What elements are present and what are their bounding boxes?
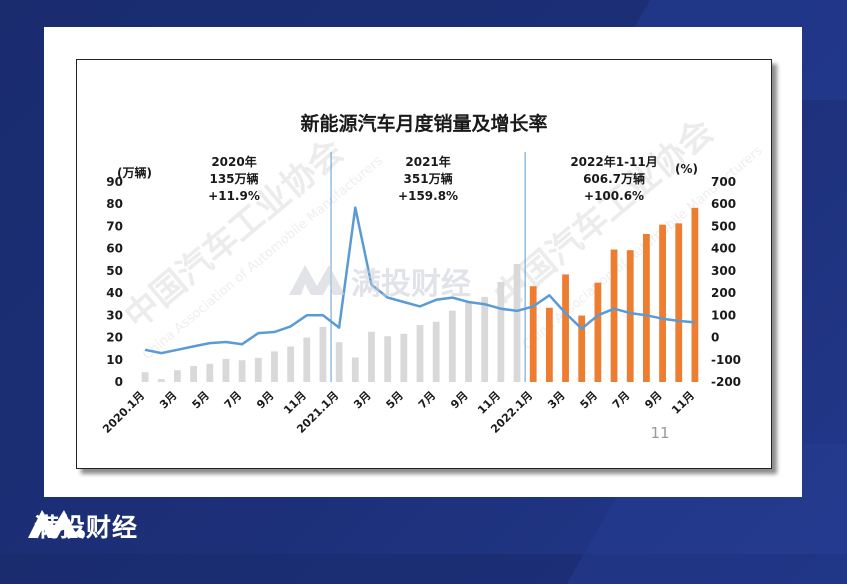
- x-tick-label: 7月: [610, 389, 632, 411]
- sales-bar: [254, 357, 262, 382]
- x-tick-label: 5月: [578, 389, 600, 411]
- x-tick-label: 7月: [416, 389, 438, 411]
- y-left-tick-label: 40: [106, 286, 123, 300]
- page-number: 11: [650, 424, 669, 442]
- sales-bar: [271, 351, 278, 382]
- period-year: 2022年1-11月: [570, 154, 657, 169]
- period-total: 351万辆: [404, 171, 453, 186]
- footer-brand: 满投财经: [26, 506, 138, 546]
- sales-bar: [448, 310, 456, 382]
- x-tick-label: 9月: [254, 389, 276, 411]
- y-left-tick-label: 70: [106, 219, 123, 233]
- sales-bar: [610, 249, 618, 382]
- sales-bar: [287, 346, 295, 382]
- x-tick-label: 11月: [281, 389, 309, 417]
- x-tick-label: 3月: [157, 389, 179, 411]
- chart-frame: 中国汽车工业协会 中国汽车工业协会 China Association of A…: [76, 59, 772, 469]
- period-total: 606.7万辆: [583, 171, 645, 186]
- sales-bar: [691, 207, 699, 382]
- x-tick-label: 7月: [222, 389, 244, 411]
- x-tick-label: 11月: [475, 389, 503, 417]
- sales-bar: [465, 302, 472, 382]
- sales-bar: [206, 363, 214, 382]
- y-left-tick-label: 30: [106, 308, 123, 322]
- y-right-tick-label: 200: [711, 286, 736, 300]
- x-tick-label: 5月: [190, 389, 212, 411]
- y-left-tick-label: 80: [106, 197, 123, 211]
- sales-bar: [157, 379, 165, 382]
- sales-bar: [594, 282, 602, 382]
- x-tick-label: 3月: [351, 389, 373, 411]
- sales-bar: [545, 307, 553, 382]
- sales-bar: [190, 366, 197, 382]
- brand-logo-icon: [28, 510, 85, 538]
- sales-bar: [303, 337, 311, 382]
- sales-bar: [174, 370, 181, 382]
- sales-bar: [513, 264, 521, 382]
- growth-rate-line: [144, 206, 696, 355]
- brand-watermark: 满投财经: [289, 265, 471, 302]
- x-tick-label: 9月: [448, 389, 470, 411]
- y-right-tick-label: 300: [711, 264, 736, 278]
- sales-bar: [238, 360, 246, 382]
- y-right-tick-label: 0: [711, 331, 719, 345]
- sales-bar: [384, 336, 392, 382]
- sales-chart: 中国汽车工业协会 中国汽车工业协会 China Association of A…: [100, 111, 766, 442]
- sales-bar: [643, 234, 650, 382]
- sales-bar: [400, 333, 408, 382]
- sales-bar: [626, 250, 634, 382]
- sales-bar: [481, 296, 489, 382]
- y-right-tick-label: 400: [711, 242, 736, 256]
- y-left-tick-label: 10: [106, 353, 123, 367]
- period-year: 2021年: [405, 154, 450, 169]
- sales-bar: [497, 282, 505, 382]
- y-right-tick-label: -200: [711, 375, 741, 389]
- x-tick-label: 3月: [545, 389, 567, 411]
- y-right-tick-label: 500: [711, 219, 736, 233]
- period-year: 2020年: [211, 154, 256, 169]
- sales-bar: [562, 274, 569, 382]
- period-growth: +100.6%: [584, 189, 644, 203]
- period-growth: +159.8%: [398, 189, 458, 203]
- x-tick-label: 9月: [642, 389, 664, 411]
- sales-bar: [529, 286, 537, 382]
- slide-card: 中国汽车工业协会 中国汽车工业协会 China Association of A…: [44, 27, 802, 497]
- sales-bar: [222, 358, 230, 382]
- sales-bar: [416, 325, 424, 382]
- y-left-unit: (万辆): [117, 165, 152, 180]
- period-growth: +11.9%: [208, 189, 260, 203]
- y-right-tick-label: -100: [711, 353, 741, 367]
- y-left-tick-label: 20: [106, 331, 123, 345]
- brand-logo-icon: [289, 265, 345, 295]
- chart-title: 新能源汽车月度销量及增长率: [300, 112, 547, 135]
- y-right-tick-label: 700: [711, 175, 736, 189]
- watermark-layer: 中国汽车工业协会 中国汽车工业协会 China Association of A…: [117, 111, 766, 363]
- y-left-tick-label: 60: [106, 242, 123, 256]
- sales-bar: [368, 331, 375, 382]
- y-right-tick-label: 100: [711, 308, 736, 322]
- sales-bar: [351, 357, 359, 382]
- sales-bar: [675, 223, 683, 382]
- x-tick-label: 11月: [669, 389, 697, 417]
- sales-bar: [659, 224, 666, 382]
- y-right-tick-label: 600: [711, 197, 736, 211]
- y-left-tick-label: 0: [115, 375, 123, 389]
- sales-bar: [578, 315, 586, 382]
- sales-bar: [319, 326, 327, 382]
- x-tick-label: 2020.1月: [100, 389, 147, 436]
- sales-bar: [141, 372, 149, 382]
- brand-watermark-text: 满投财经: [351, 267, 471, 302]
- sales-bar: [432, 321, 440, 382]
- y-left-tick-label: 50: [106, 264, 123, 278]
- y-left-tick-label: 90: [106, 175, 123, 189]
- y-right-unit: (%): [675, 162, 698, 176]
- x-tick-label: 5月: [384, 389, 406, 411]
- period-total: 135万辆: [209, 171, 258, 186]
- sales-bar: [335, 342, 343, 382]
